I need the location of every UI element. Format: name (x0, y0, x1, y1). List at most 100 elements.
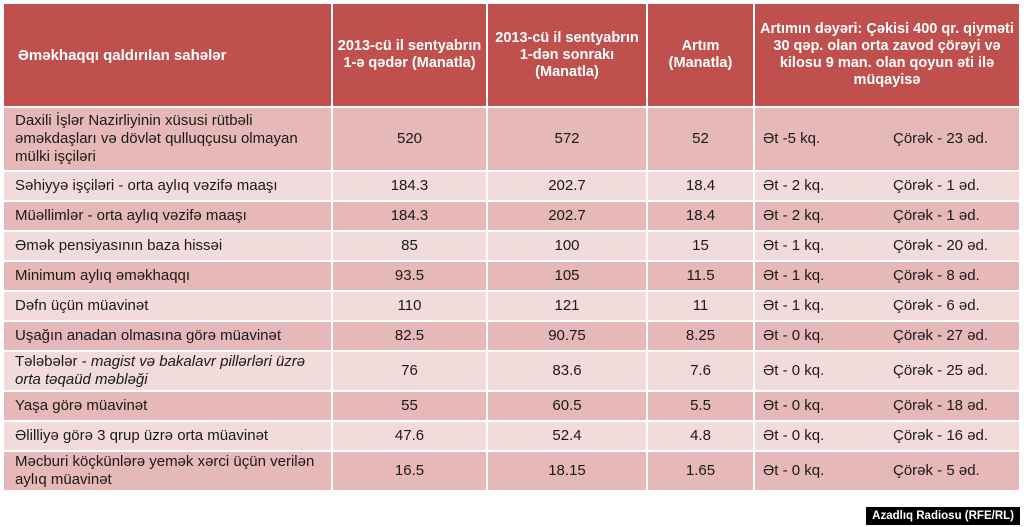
after-value-cell: 100 (486, 230, 648, 262)
table-row: Dəfn üçün müavinət 110 121 11 Ət - 1 kq. Çörə… (2, 290, 1021, 322)
bread-comparison: Çörək - 16 əd. (893, 427, 989, 444)
sector-cell: Əlilliyə görə 3 qrup üzrə orta müavinət (2, 420, 333, 452)
increase-value-cell: 7.6 (646, 350, 755, 392)
increase-value-cell: 15 (646, 230, 755, 262)
meat-comparison: Ət - 0 kq. (763, 427, 825, 444)
meat-comparison: Ət - 0 kq. (763, 362, 825, 379)
bread-comparison: Çörək - 25 əd. (893, 362, 989, 379)
column-header-before: 2013-cü il sentyabrın 1-ə qədər (Manatla… (331, 2, 488, 108)
comparison-cell: Ət - 2 kq. Çörək - 1 əd. (753, 200, 1021, 232)
comparison-cell: Ət - 1 kq. Çörək - 8 əd. (753, 260, 1021, 292)
table-row: Səhiyyə işçiləri - orta aylıq vəzifə maa… (2, 170, 1021, 202)
before-value-cell: 184.3 (331, 170, 488, 202)
comparison-cell: Ət - 0 kq. Çörək - 16 əd. (753, 420, 1021, 452)
sector-label: Müəllimlər - orta aylıq vəzifə maaşı (15, 207, 247, 224)
increase-value-cell: 1.65 (646, 450, 755, 492)
meat-comparison: Ət -5 kq. (763, 130, 821, 147)
after-value-cell: 83.6 (486, 350, 648, 392)
increase-value-cell: 5.5 (646, 390, 755, 422)
column-header-sector: Əməkhaqqı qaldırılan sahələr (2, 2, 333, 108)
before-value-cell: 520 (331, 106, 488, 172)
comparison-cell: Ət - 0 kq. Çörək - 25 əd. (753, 350, 1021, 392)
bread-comparison: Çörək - 1 əd. (893, 177, 980, 194)
after-value-cell: 60.5 (486, 390, 648, 422)
table-row: Minimum aylıq əməkhaqqı 93.5 105 11.5 Ət - 1… (2, 260, 1021, 292)
increase-value-cell: 8.25 (646, 320, 755, 352)
credit-label: Azadlıq Radiosu (RFE/RL) (866, 507, 1020, 525)
after-value-cell: 202.7 (486, 200, 648, 232)
bread-comparison: Çörək - 23 əd. (893, 130, 989, 147)
bread-comparison: Çörək - 6 əd. (893, 297, 980, 314)
before-value-cell: 110 (331, 290, 488, 322)
meat-comparison: Ət - 1 kq. (763, 297, 825, 314)
sector-cell: Səhiyyə işçiləri - orta aylıq vəzifə maa… (2, 170, 333, 202)
comparison-cell: Ət - 0 kq. Çörək - 5 əd. (753, 450, 1021, 492)
sector-label: Tələbələr - (15, 353, 91, 370)
table-row: Tələbələr - magist və bakalavr pillərlər… (2, 350, 1021, 392)
increase-value-cell: 11 (646, 290, 755, 322)
meat-comparison: Ət - 0 kq. (763, 327, 825, 344)
sector-cell: Müəllimlər - orta aylıq vəzifə maaşı (2, 200, 333, 232)
before-value-cell: 47.6 (331, 420, 488, 452)
sector-cell: Məcburi köçkünlərə yemək xərci üçün veri… (2, 450, 333, 492)
sector-label: Daxili İşlər Nazirliyinin xüsusi rütbəli… (15, 112, 298, 165)
sector-label: Yaşa görə müavinət (15, 397, 148, 414)
sector-cell: Daxili İşlər Nazirliyinin xüsusi rütbəli… (2, 106, 333, 172)
sector-label: Uşağın anadan olmasına görə müavinət (15, 327, 282, 344)
table-row: Məcburi köçkünlərə yemək xərci üçün veri… (2, 450, 1021, 492)
meat-comparison: Ət - 1 kq. (763, 267, 825, 284)
after-value-cell: 18.15 (486, 450, 648, 492)
before-value-cell: 85 (331, 230, 488, 262)
before-value-cell: 93.5 (331, 260, 488, 292)
bread-comparison: Çörək - 20 əd. (893, 237, 989, 254)
after-value-cell: 105 (486, 260, 648, 292)
bread-comparison: Çörək - 18 əd. (893, 397, 989, 414)
sector-label: Səhiyyə işçiləri - orta aylıq vəzifə maa… (15, 177, 278, 194)
meat-comparison: Ət - 2 kq. (763, 177, 825, 194)
increase-value-cell: 52 (646, 106, 755, 172)
increase-value-cell: 18.4 (646, 200, 755, 232)
header-row: Əməkhaqqı qaldırılan sahələr 2013-cü il … (2, 2, 1021, 108)
table-row: Uşağın anadan olmasına görə müavinət 82.5… (2, 320, 1021, 352)
bread-comparison: Çörək - 5 əd. (893, 462, 980, 479)
sector-label: Əmək pensiyasının baza hissəi (15, 237, 223, 254)
comparison-cell: Ət - 1 kq. Çörək - 20 əd. (753, 230, 1021, 262)
sector-cell: Uşağın anadan olmasına görə müavinət (2, 320, 333, 352)
before-value-cell: 16.5 (331, 450, 488, 492)
sector-label-italic: magist və bakalavr pillərləri üzrə orta … (15, 353, 306, 388)
increase-value-cell: 18.4 (646, 170, 755, 202)
meat-comparison: Ət - 0 kq. (763, 462, 825, 479)
after-value-cell: 121 (486, 290, 648, 322)
sector-label: Minimum aylıq əməkhaqqı (15, 267, 191, 284)
sector-label: Əlilliyə görə 3 qrup üzrə orta müavinət (15, 427, 269, 444)
comparison-cell: Ət - 0 kq. Çörək - 27 əd. (753, 320, 1021, 352)
column-header-comparison: Artımın dəyəri: Çəkisi 400 qr. qiyməti 3… (753, 2, 1021, 108)
before-value-cell: 82.5 (331, 320, 488, 352)
column-header-after: 2013-cü il sentyabrın 1-dən sonrakı (Man… (486, 2, 648, 108)
salary-table: Əməkhaqqı qaldırılan sahələr 2013-cü il … (2, 2, 1021, 492)
table-row: Daxili İşlər Nazirliyinin xüsusi rütbəli… (2, 106, 1021, 172)
after-value-cell: 90.75 (486, 320, 648, 352)
table-row: Müəllimlər - orta aylıq vəzifə maaşı 184.… (2, 200, 1021, 232)
meat-comparison: Ət - 0 kq. (763, 397, 825, 414)
before-value-cell: 55 (331, 390, 488, 422)
bread-comparison: Çörək - 8 əd. (893, 267, 980, 284)
sector-label: Dəfn üçün müavinət (15, 297, 149, 314)
table-body: Daxili İşlər Nazirliyinin xüsusi rütbəli… (2, 106, 1021, 492)
comparison-cell: Ət -5 kq. Çörək - 23 əd. (753, 106, 1021, 172)
increase-value-cell: 11.5 (646, 260, 755, 292)
comparison-cell: Ət - 0 kq. Çörək - 18 əd. (753, 390, 1021, 422)
after-value-cell: 572 (486, 106, 648, 172)
meat-comparison: Ət - 2 kq. (763, 207, 825, 224)
sector-cell: Tələbələr - magist və bakalavr pillərlər… (2, 350, 333, 392)
comparison-cell: Ət - 1 kq. Çörək - 6 əd. (753, 290, 1021, 322)
table-row: Əmək pensiyasının baza hissəi 85 100 15 Ət -… (2, 230, 1021, 262)
sector-cell: Minimum aylıq əməkhaqqı (2, 260, 333, 292)
meat-comparison: Ət - 1 kq. (763, 237, 825, 254)
before-value-cell: 184.3 (331, 200, 488, 232)
bread-comparison: Çörək - 27 əd. (893, 327, 989, 344)
comparison-cell: Ət - 2 kq. Çörək - 1 əd. (753, 170, 1021, 202)
column-header-increase: Artım (Manatla) (646, 2, 755, 108)
table-row: Yaşa görə müavinət 55 60.5 5.5 Ət - 0 kq. Çör… (2, 390, 1021, 422)
